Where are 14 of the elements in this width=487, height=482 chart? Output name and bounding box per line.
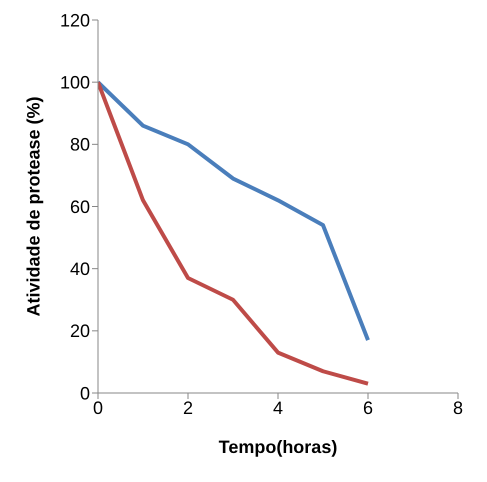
y-tick-label: 20	[70, 321, 90, 342]
y-tick-label: 60	[70, 196, 90, 217]
y-tick-label: 40	[70, 259, 90, 280]
x-tick-label: 2	[182, 398, 194, 418]
x-tick-label: 8	[452, 398, 464, 418]
x-tick-label: 6	[362, 398, 374, 418]
x-tick-label: 0	[92, 398, 104, 418]
y-tick-label: 120	[60, 10, 90, 30]
y-tick-label: 100	[60, 72, 90, 93]
x-tick-label: 4	[272, 398, 284, 418]
y-tick-label: 80	[70, 134, 90, 155]
y-axis-title: Atividade de protease (%)	[23, 96, 44, 317]
x-axis-title: Tempo(horas)	[218, 437, 338, 457]
y-tick-label: 0	[80, 383, 90, 404]
